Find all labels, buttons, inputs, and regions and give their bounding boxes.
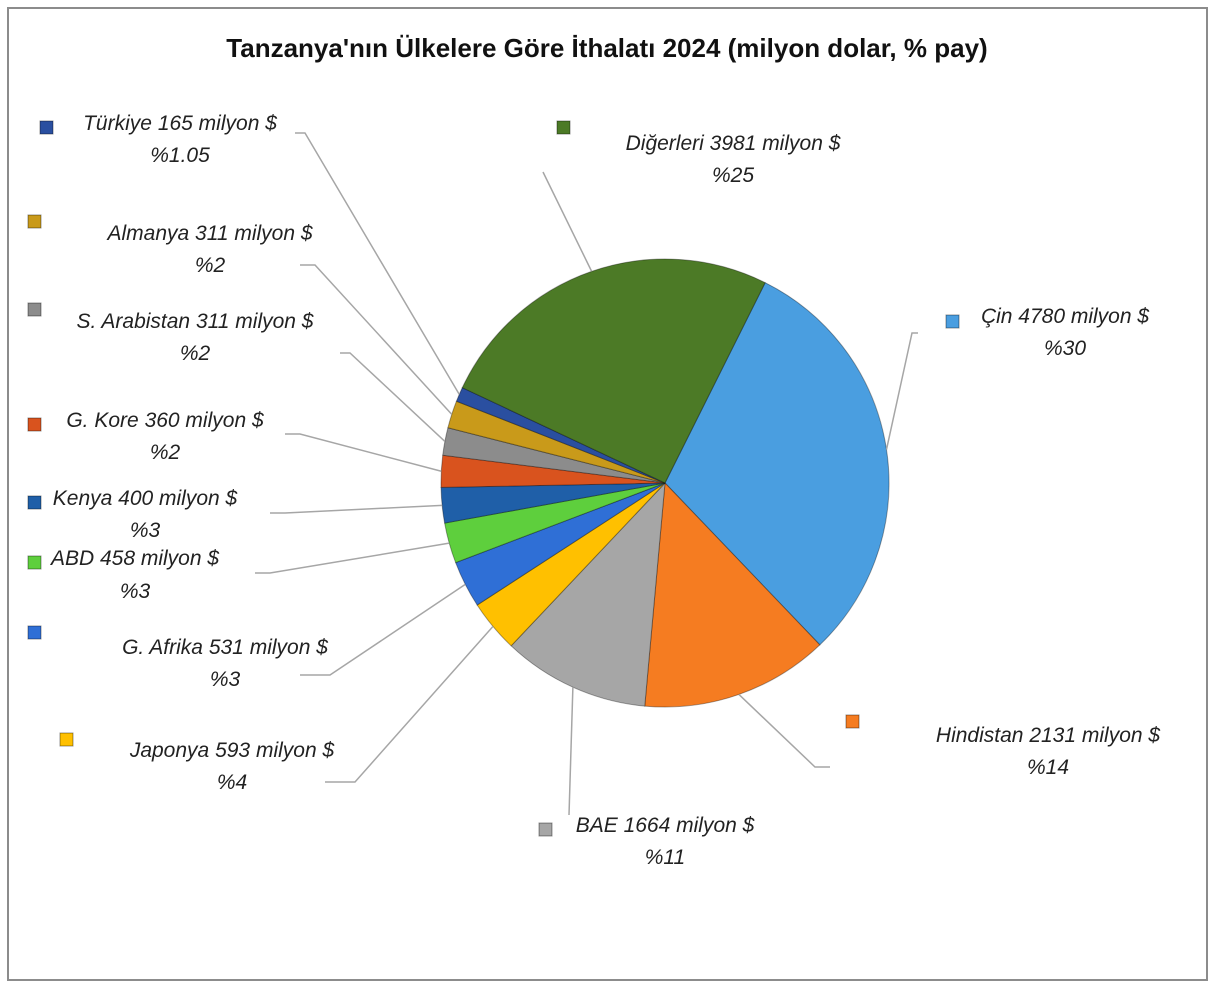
percent-label: %2	[195, 254, 226, 277]
legend-key	[27, 417, 42, 432]
value-label: 165 milyon $	[158, 112, 277, 135]
percent-label: %1.05	[150, 144, 210, 167]
percent-label: %14	[1027, 756, 1069, 779]
category-name: S. Arabistan	[77, 310, 191, 333]
legend-key	[556, 120, 571, 135]
pie-slice	[476, 482, 666, 647]
leader-line	[300, 264, 453, 415]
pie-slice	[510, 481, 666, 707]
leader-line	[255, 542, 450, 574]
leader-line	[542, 171, 593, 272]
category-name: BAE	[576, 814, 619, 837]
leader-line	[738, 693, 830, 768]
legend-key	[39, 120, 54, 135]
category-name: Çin	[981, 305, 1013, 328]
category-name: Hindistan	[936, 724, 1024, 747]
category-name: Kenya	[53, 487, 113, 510]
percent-label: %3	[210, 668, 241, 691]
data-label: Kenya 400 milyon $	[53, 487, 238, 510]
legend-key	[538, 822, 553, 837]
data-label: Almanya 311 milyon $	[105, 222, 312, 245]
legend-key	[27, 214, 42, 229]
category-name: Almanya	[105, 222, 189, 245]
legend-key	[27, 495, 42, 510]
legend-key	[27, 555, 42, 570]
chart-title: Tanzanya'nın Ülkelere Göre İthalatı 2024…	[226, 33, 987, 63]
legend-key	[27, 302, 42, 317]
data-label: Diğerleri 3981 milyon $	[626, 132, 841, 155]
percent-label: %3	[130, 519, 161, 542]
value-label: 360 milyon $	[145, 409, 264, 432]
leader-line	[295, 132, 460, 395]
data-label: S. Arabistan 311 milyon $	[77, 310, 314, 333]
pie-slice	[440, 482, 666, 524]
legend-key	[945, 314, 960, 329]
category-name: Türkiye	[83, 112, 152, 135]
pie-slice	[644, 481, 821, 708]
pie-slice	[461, 258, 766, 484]
category-name: G. Kore	[66, 409, 138, 432]
data-label: Hindistan 2131 milyon $	[936, 724, 1160, 747]
category-name: Diğerleri	[626, 132, 706, 155]
data-label: Çin 4780 milyon $	[981, 305, 1149, 328]
leader-line	[885, 332, 918, 450]
value-label: 531 milyon $	[209, 636, 328, 659]
percent-label: %2	[150, 441, 181, 464]
percent-label: %2	[180, 342, 211, 365]
percent-label: %3	[120, 580, 151, 603]
category-name: Japonya	[129, 739, 209, 762]
value-label: 3981 milyon $	[710, 132, 841, 155]
data-label: ABD 458 milyon $	[49, 547, 219, 570]
leader-line	[285, 433, 442, 473]
data-label: G. Kore 360 milyon $	[66, 409, 264, 432]
value-label: 4780 milyon $	[1018, 305, 1149, 328]
percent-label: %11	[645, 846, 685, 869]
value-label: 1664 milyon $	[624, 814, 755, 837]
category-name: ABD	[49, 547, 94, 570]
data-label: BAE 1664 milyon $	[576, 814, 755, 837]
category-name: G. Afrika	[122, 636, 203, 659]
value-label: 311 milyon $	[195, 222, 313, 245]
leader-line	[568, 687, 574, 816]
legend-key	[27, 625, 42, 640]
data-label: Japonya 593 milyon $	[129, 739, 335, 762]
pie-slice	[444, 482, 666, 564]
value-label: 311 milyon $	[196, 310, 314, 333]
leader-line	[340, 352, 446, 442]
leader-line	[325, 625, 494, 783]
pie-slice	[454, 482, 666, 606]
leader-line	[270, 504, 443, 514]
legend-key	[59, 732, 74, 747]
data-label: Türkiye 165 milyon $	[83, 112, 277, 135]
percent-label: %4	[217, 771, 247, 794]
value-label: 400 milyon $	[118, 487, 237, 510]
value-label: 593 milyon $	[215, 739, 334, 762]
percent-label: %30	[1044, 337, 1086, 360]
value-label: 2131 milyon $	[1028, 724, 1160, 747]
pie-slice	[664, 281, 890, 646]
legend-key	[845, 714, 860, 729]
data-label: G. Afrika 531 milyon $	[122, 636, 328, 659]
leader-line	[300, 583, 466, 676]
value-label: 458 milyon $	[100, 547, 219, 570]
percent-label: %25	[712, 164, 754, 187]
